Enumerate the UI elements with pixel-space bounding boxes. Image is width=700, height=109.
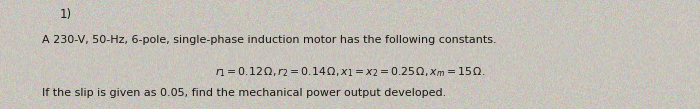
Text: A 230-V, 50-Hz, 6-pole, single-phase induction motor has the following constants: A 230-V, 50-Hz, 6-pole, single-phase ind…: [42, 35, 496, 45]
Text: $r_1=0.12\,\Omega, r_2=0.14\,\Omega, x_1=x_2=0.25\,\Omega, x_m=15\,\Omega.$: $r_1=0.12\,\Omega, r_2=0.14\,\Omega, x_1…: [215, 65, 485, 79]
Text: If the slip is given as 0.05, find the mechanical power output developed.: If the slip is given as 0.05, find the m…: [42, 88, 447, 98]
Text: 1): 1): [60, 8, 71, 21]
